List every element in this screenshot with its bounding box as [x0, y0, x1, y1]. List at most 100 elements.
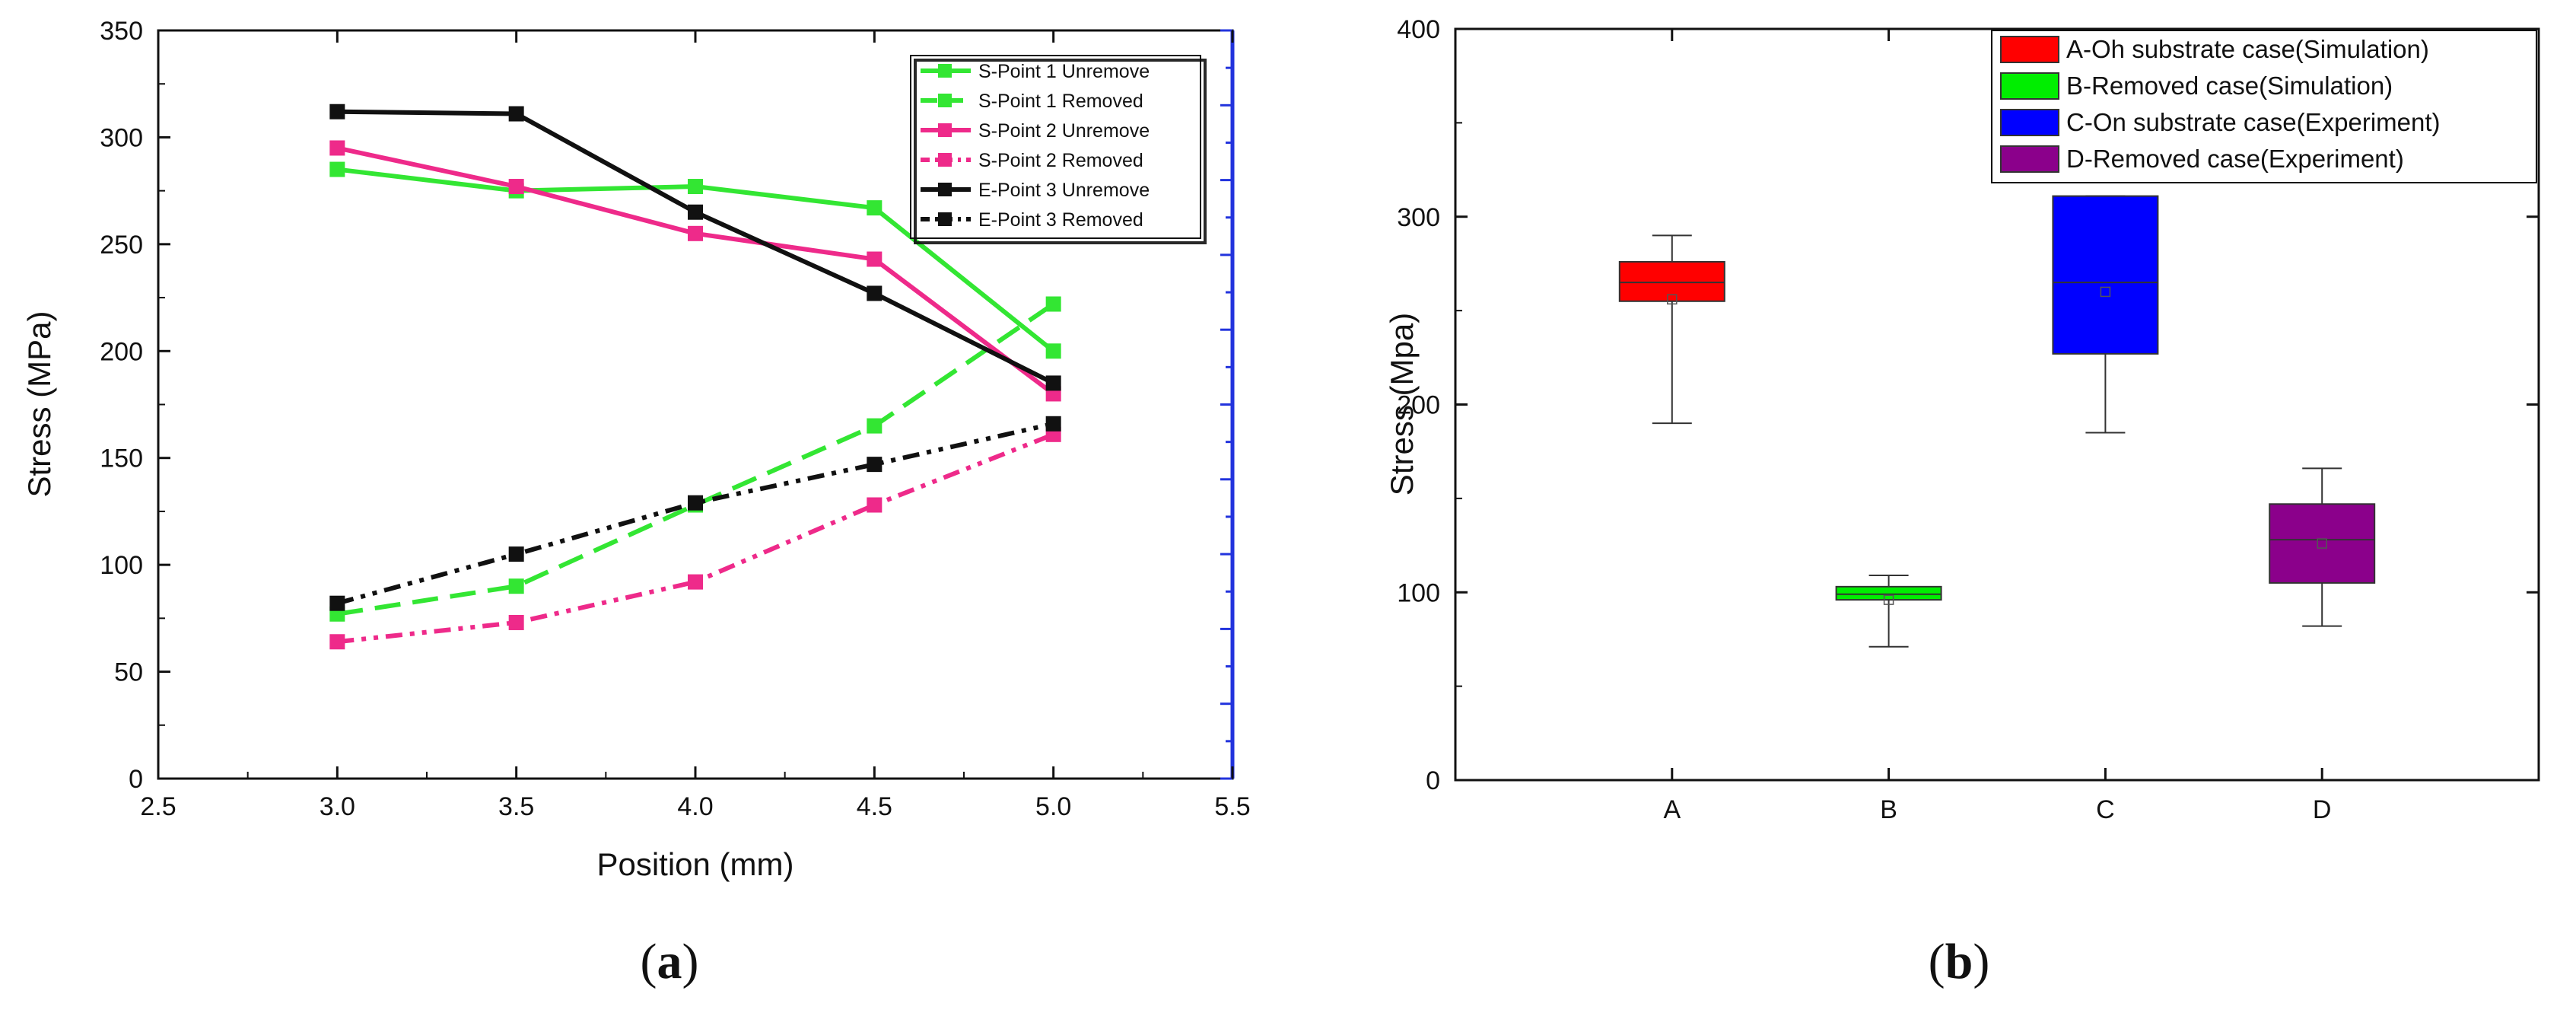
data-point: [867, 200, 883, 216]
data-point: [508, 546, 524, 562]
box-C: [2052, 195, 2159, 434]
data-point: [688, 204, 703, 220]
y-tick-label: 400: [1397, 15, 1440, 44]
data-point: [1045, 296, 1061, 312]
data-point: [688, 495, 703, 511]
caption-b: (b): [1929, 934, 1990, 989]
data-point: [508, 614, 524, 630]
legend-entry-label: A-Oh substrate case(Simulation): [2066, 35, 2429, 63]
plot-a-x-tick-labels: 2.5 3.0 3.5 4.0 4.5 5.0 5.5: [140, 792, 1250, 821]
caption-a: (a): [641, 934, 699, 989]
plot-b-y-tick-labels: 0 100 200 300 400: [1397, 15, 1440, 795]
plot-a-series: [329, 104, 1061, 650]
data-point: [867, 418, 883, 434]
panel-b-box-chart: 0 100 200 300 400 A B C D Stress (Mpa) A…: [1384, 15, 2540, 989]
mean-marker: [2317, 538, 2327, 549]
x-tick-label: 5.0: [1035, 792, 1071, 821]
data-point: [329, 161, 345, 177]
legend-entry-label: S-Point 1 Removed: [978, 91, 1143, 112]
legend-entry-label: E-Point 3 Removed: [978, 209, 1143, 231]
x-tick-label: 2.5: [140, 792, 176, 821]
legend-b-items: A-Oh substrate case(Simulation) B-Remove…: [2000, 35, 2441, 173]
legend-a-shadow: [914, 59, 1207, 244]
y-tick-label: 100: [100, 551, 143, 580]
y-tick-label: 200: [1397, 391, 1440, 420]
data-point: [329, 634, 345, 650]
legend-swatch: [2000, 36, 2059, 63]
legend-entry-label: B-Removed case(Simulation): [2066, 72, 2393, 100]
data-point: [329, 595, 345, 611]
series-2: [329, 296, 1061, 622]
data-point: [1045, 416, 1061, 432]
legend-swatch-marker: [938, 212, 952, 226]
data-point: [1045, 375, 1061, 391]
panel-a-line-chart: 0 50 100 150 200 250 300 350 2.5 3.0 3.5…: [21, 17, 1251, 989]
x-axis-label: Position (mm): [596, 846, 793, 882]
data-point: [867, 497, 883, 513]
legend-swatch-marker: [938, 64, 952, 78]
series-6: [329, 416, 1061, 611]
legend-b-frame: [1991, 30, 2537, 183]
data-point: [867, 251, 883, 267]
data-point: [329, 140, 345, 156]
legend-a: S-Point 1 Unremove S-Point 1 Removed S-P…: [910, 55, 1207, 244]
y-tick-label: 0: [1426, 766, 1440, 795]
legend-swatch-marker: [938, 153, 952, 167]
data-point: [867, 457, 883, 473]
y-tick-label: 300: [100, 123, 143, 152]
legend-a-frame: [910, 55, 1201, 239]
data-point: [688, 574, 703, 590]
plot-a-ticks: [157, 29, 1234, 780]
data-point: [1045, 343, 1061, 359]
legend-entry-label: S-Point 1 Unremove: [978, 61, 1150, 82]
data-point: [508, 179, 524, 195]
series-line: [337, 432, 1054, 645]
legend-swatch: [2000, 72, 2059, 100]
y-axis-label: Stress (Mpa): [1384, 313, 1420, 495]
series-3: [329, 140, 1061, 402]
y-tick-label: 350: [100, 17, 143, 46]
series-line: [336, 302, 1055, 616]
legend-b: A-Oh substrate case(Simulation) B-Remove…: [1991, 30, 2537, 183]
x-tick-label: 3.0: [320, 792, 355, 821]
y-axis-label: Stress (MPa): [21, 311, 57, 497]
x-tick-label: 3.5: [498, 792, 534, 821]
x-tick-label: C: [2096, 795, 2115, 824]
plot-b-boxes: [1618, 195, 2376, 648]
box-body: [2052, 195, 2159, 355]
x-tick-label: D: [2313, 795, 2332, 824]
plot-a-y-tick-labels: 0 50 100 150 200 250 300 350: [100, 17, 143, 794]
box-B: [1835, 575, 1942, 648]
legend-swatch-marker: [938, 123, 952, 137]
box-A: [1618, 234, 1725, 425]
series-line: [336, 421, 1054, 606]
legend-entry-label: C-On substrate case(Experiment): [2066, 108, 2441, 136]
x-tick-label: 4.5: [857, 792, 892, 821]
data-point: [867, 285, 883, 301]
data-point: [688, 179, 703, 195]
plot-a-right-axis-ticks: [1220, 29, 1232, 780]
x-tick-label: 5.5: [1214, 792, 1250, 821]
series-5: [329, 104, 1061, 391]
y-tick-label: 0: [129, 765, 143, 794]
y-tick-label: 300: [1397, 203, 1440, 232]
legend-entry-label: S-Point 2 Unremove: [978, 120, 1150, 142]
series-4: [329, 426, 1061, 650]
y-tick-label: 100: [1397, 578, 1440, 607]
legend-a-items: S-Point 1 Unremove S-Point 1 Removed S-P…: [921, 61, 1150, 231]
box-D: [2269, 467, 2376, 627]
y-tick-label: 50: [114, 658, 143, 687]
box-body: [1835, 585, 1942, 601]
legend-swatch-marker: [938, 94, 952, 107]
data-point: [508, 578, 524, 594]
legend-entry-label: E-Point 3 Unremove: [978, 180, 1150, 201]
y-tick-label: 250: [100, 231, 143, 260]
legend-entry-label: D-Removed case(Experiment): [2066, 145, 2404, 173]
legend-swatch: [2000, 145, 2059, 173]
y-tick-label: 150: [100, 444, 143, 473]
data-point: [329, 104, 345, 119]
mean-marker: [2100, 286, 2111, 298]
x-tick-label: 4.0: [677, 792, 713, 821]
data-point: [508, 106, 524, 122]
x-tick-label: A: [1663, 795, 1681, 824]
